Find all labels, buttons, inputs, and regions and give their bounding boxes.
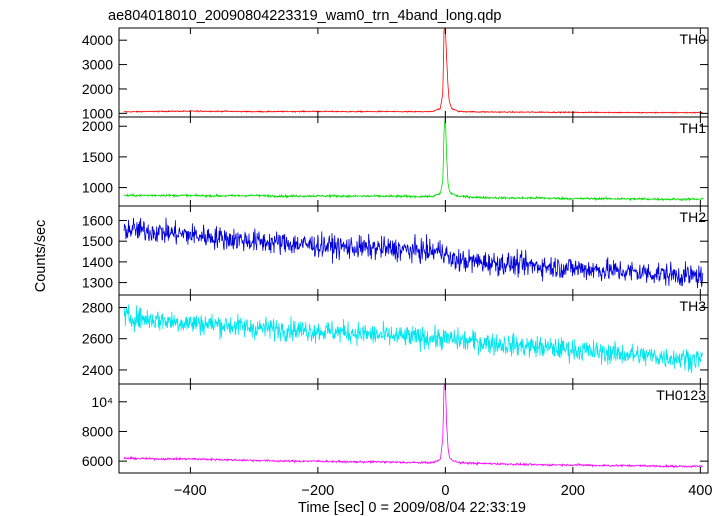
series-line-th2 xyxy=(123,217,704,289)
y-tick-label: 2400 xyxy=(82,362,113,378)
y-tick-label: 1300 xyxy=(82,275,113,291)
series-line-th3 xyxy=(123,304,703,374)
panel-label: TH0 xyxy=(680,31,707,47)
y-tick-label: 1600 xyxy=(82,212,113,228)
panel-th2: 1300 1400 1500 1600 TH2 xyxy=(82,205,709,296)
panel-th1: 1000 1500 2000 TH1 xyxy=(82,116,709,207)
y-tick-label: 4000 xyxy=(82,32,113,48)
x-tick-label: −400 xyxy=(174,483,207,499)
x-tick-label: 200 xyxy=(561,483,585,499)
panel-frame xyxy=(118,294,709,385)
y-tick-label: 1000 xyxy=(82,180,113,196)
y-tick-label: 3000 xyxy=(82,57,113,73)
panel-frame xyxy=(118,27,709,118)
x-axis-label: Time [sec] 0 = 2009/08/04 22:33:19 xyxy=(298,500,526,516)
panel-label: TH0123 xyxy=(656,387,706,403)
x-tick-label: 0 xyxy=(441,483,449,499)
panel-label: TH1 xyxy=(680,120,707,136)
series-line-th0 xyxy=(124,28,703,114)
y-tick-label: 2600 xyxy=(82,331,113,347)
x-axis-ticks: −400 −200 0 200 400 xyxy=(174,483,712,499)
y-tick-label: 6000 xyxy=(82,453,113,469)
chart-title: ae804018010_20090804223319_wam0_trn_4ban… xyxy=(108,8,501,24)
panel-label: TH3 xyxy=(680,298,707,314)
panel-th0123: 6000 8000 10⁴ TH0123 xyxy=(82,383,709,474)
y-tick-label: 2800 xyxy=(82,299,113,315)
y-axis-label: Counts/sec xyxy=(33,220,49,293)
series-line-th0123 xyxy=(123,384,703,469)
series-line-th1 xyxy=(123,117,704,202)
panel-label: TH2 xyxy=(680,209,707,225)
panel-th3: 2400 2600 2800 TH3 xyxy=(82,294,709,385)
y-tick-label: 1000 xyxy=(82,105,113,121)
y-tick-label: 10⁴ xyxy=(91,394,113,410)
y-tick-label: 1500 xyxy=(82,233,113,249)
panel-frame xyxy=(118,116,709,207)
y-tick-label: 2000 xyxy=(82,118,113,134)
y-tick-label: 8000 xyxy=(82,423,113,439)
y-tick-label: 1400 xyxy=(82,254,113,270)
panel-frame xyxy=(118,383,709,474)
panel-th0: 1000 2000 3000 4000 TH0 xyxy=(82,27,709,121)
y-tick-label: 1500 xyxy=(82,149,113,165)
x-tick-label: −200 xyxy=(302,483,335,499)
y-tick-label: 2000 xyxy=(82,81,113,97)
x-tick-label: 400 xyxy=(688,483,712,499)
